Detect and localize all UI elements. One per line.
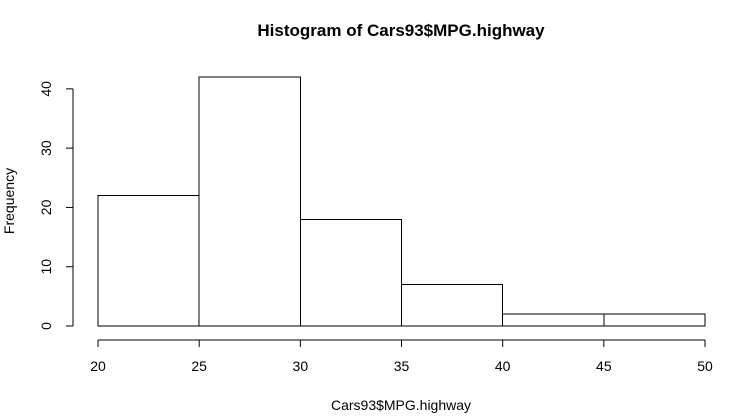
- x-tick-label-4: 40: [495, 358, 511, 374]
- y-tick-label-4: 40: [38, 81, 54, 97]
- x-tick-label-0: 20: [90, 358, 106, 374]
- y-axis-label: Frequency: [1, 168, 17, 234]
- x-axis: 20 25 30 35 40 45 50: [90, 339, 713, 374]
- y-tick-label-3: 30: [38, 140, 54, 156]
- histogram-bar-0: [97, 195, 200, 327]
- y-tick-label-1: 10: [38, 259, 54, 275]
- x-tick-label-1: 25: [191, 358, 207, 374]
- x-tick-label-5: 45: [596, 358, 612, 374]
- histogram-bar-1: [198, 76, 301, 327]
- y-tick-label-0: 0: [38, 322, 54, 330]
- histogram-bar-2: [299, 218, 403, 327]
- histogram-bar-3: [401, 284, 504, 327]
- y-axis: 0 10 20 30 40: [38, 81, 74, 330]
- x-tick-label-3: 35: [394, 358, 410, 374]
- bars-group: [97, 76, 706, 327]
- chart-title: Histogram of Cars93$MPG.highway: [257, 21, 545, 40]
- histogram-bar-5: [603, 313, 706, 327]
- histogram-bar-4: [502, 313, 605, 327]
- y-tick-label-2: 20: [38, 199, 54, 215]
- x-axis-label: Cars93$MPG.highway: [331, 397, 471, 413]
- x-tick-label-2: 30: [293, 358, 309, 374]
- x-tick-label-6: 50: [697, 358, 713, 374]
